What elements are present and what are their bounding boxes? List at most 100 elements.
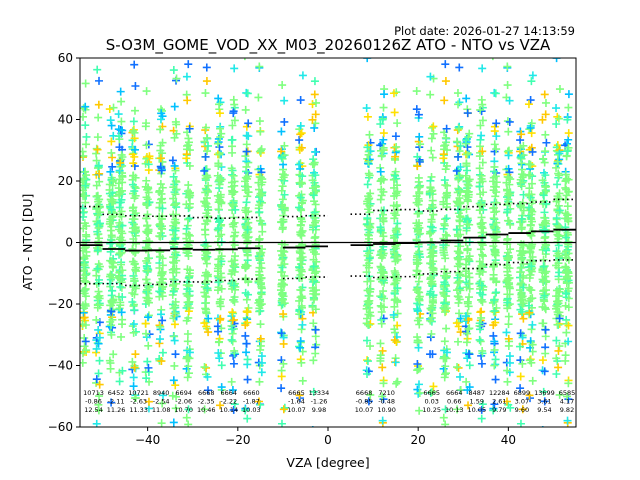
data-point bbox=[143, 195, 152, 204]
bin-count-label: 6899 bbox=[514, 389, 531, 397]
data-point bbox=[278, 170, 287, 179]
data-point bbox=[526, 230, 535, 239]
data-point bbox=[503, 240, 512, 249]
data-point bbox=[475, 152, 484, 161]
data-point bbox=[80, 104, 88, 113]
bin-statistics: 10713-0.8612.546452-2.1111.2610721-2.631… bbox=[83, 389, 575, 414]
data-point bbox=[241, 152, 250, 161]
data-point bbox=[311, 147, 320, 156]
data-point bbox=[503, 298, 512, 307]
data-point bbox=[142, 275, 151, 284]
data-point bbox=[202, 271, 211, 280]
data-point bbox=[490, 162, 499, 171]
data-point bbox=[540, 213, 549, 222]
data-point bbox=[106, 116, 115, 125]
data-point bbox=[540, 397, 549, 406]
data-point bbox=[555, 171, 564, 180]
data-point bbox=[464, 401, 473, 410]
data-point bbox=[92, 315, 101, 324]
data-point bbox=[312, 98, 321, 107]
data-point bbox=[170, 102, 179, 111]
data-point bbox=[296, 213, 305, 222]
data-point bbox=[393, 119, 402, 128]
data-point bbox=[503, 255, 512, 264]
data-point bbox=[229, 405, 238, 414]
data-point bbox=[489, 173, 498, 182]
data-point bbox=[426, 72, 435, 81]
data-point bbox=[169, 66, 178, 75]
data-point bbox=[228, 190, 237, 199]
data-point bbox=[365, 254, 374, 263]
bin-std-label: 11.26 bbox=[107, 406, 126, 414]
data-point bbox=[491, 355, 500, 364]
data-point bbox=[116, 158, 125, 167]
data-point bbox=[553, 112, 562, 121]
data-point bbox=[377, 253, 386, 262]
data-point bbox=[363, 180, 372, 189]
data-point bbox=[379, 103, 388, 112]
data-point bbox=[257, 352, 266, 361]
data-point bbox=[525, 242, 534, 251]
data-point bbox=[280, 260, 289, 269]
data-point bbox=[554, 292, 563, 301]
data-point bbox=[540, 367, 549, 376]
data-point bbox=[155, 263, 164, 272]
data-point bbox=[462, 188, 471, 197]
data-point bbox=[277, 384, 286, 393]
data-point bbox=[241, 173, 250, 182]
data-point bbox=[490, 296, 499, 305]
data-point bbox=[463, 150, 472, 159]
data-point bbox=[461, 312, 470, 321]
data-point bbox=[412, 192, 421, 201]
data-point bbox=[505, 352, 514, 361]
data-point bbox=[503, 377, 512, 386]
data-point bbox=[107, 197, 116, 206]
data-point bbox=[456, 163, 465, 172]
data-point bbox=[376, 195, 385, 204]
data-point bbox=[81, 79, 90, 88]
data-point bbox=[526, 248, 535, 257]
data-point bbox=[475, 319, 484, 328]
data-point bbox=[92, 375, 101, 384]
bin-count-label: 8487 bbox=[469, 389, 486, 397]
data-point bbox=[429, 382, 438, 391]
data-point bbox=[256, 146, 265, 155]
data-point bbox=[490, 140, 499, 149]
data-point bbox=[280, 190, 289, 199]
data-point bbox=[129, 382, 138, 391]
bin-count-label: 10713 bbox=[83, 389, 104, 397]
data-point bbox=[528, 376, 537, 385]
data-point bbox=[93, 246, 102, 255]
data-point bbox=[489, 321, 498, 330]
data-point bbox=[562, 272, 571, 281]
y-tick-label: 0 bbox=[65, 236, 73, 250]
data-point bbox=[541, 171, 550, 180]
data-point bbox=[379, 143, 388, 152]
data-point bbox=[465, 237, 474, 246]
data-point bbox=[145, 237, 154, 246]
data-point bbox=[379, 214, 388, 223]
data-point bbox=[309, 262, 318, 271]
data-point bbox=[228, 121, 237, 130]
data-point bbox=[185, 287, 194, 296]
data-point bbox=[412, 260, 421, 269]
data-point bbox=[183, 373, 192, 382]
axis-ticks: −40 −20 0 20 40 −60 −40 −20 0 20 40 60 bbox=[48, 51, 516, 447]
data-point bbox=[157, 419, 166, 427]
data-point bbox=[117, 97, 126, 106]
data-point bbox=[82, 140, 91, 149]
data-point bbox=[144, 404, 153, 413]
data-point bbox=[143, 357, 152, 366]
data-point bbox=[456, 213, 465, 222]
bin-mean-label: 3.61 bbox=[537, 398, 551, 406]
data-point bbox=[454, 100, 463, 109]
data-point bbox=[93, 211, 102, 220]
bin-mean-label: -1.87 bbox=[243, 398, 260, 406]
data-point bbox=[155, 220, 164, 229]
data-point bbox=[95, 291, 104, 300]
data-point bbox=[553, 157, 562, 166]
bin-count-label: 6660 bbox=[243, 389, 260, 397]
data-point bbox=[202, 309, 211, 318]
data-point bbox=[117, 308, 126, 317]
data-point bbox=[141, 319, 150, 328]
